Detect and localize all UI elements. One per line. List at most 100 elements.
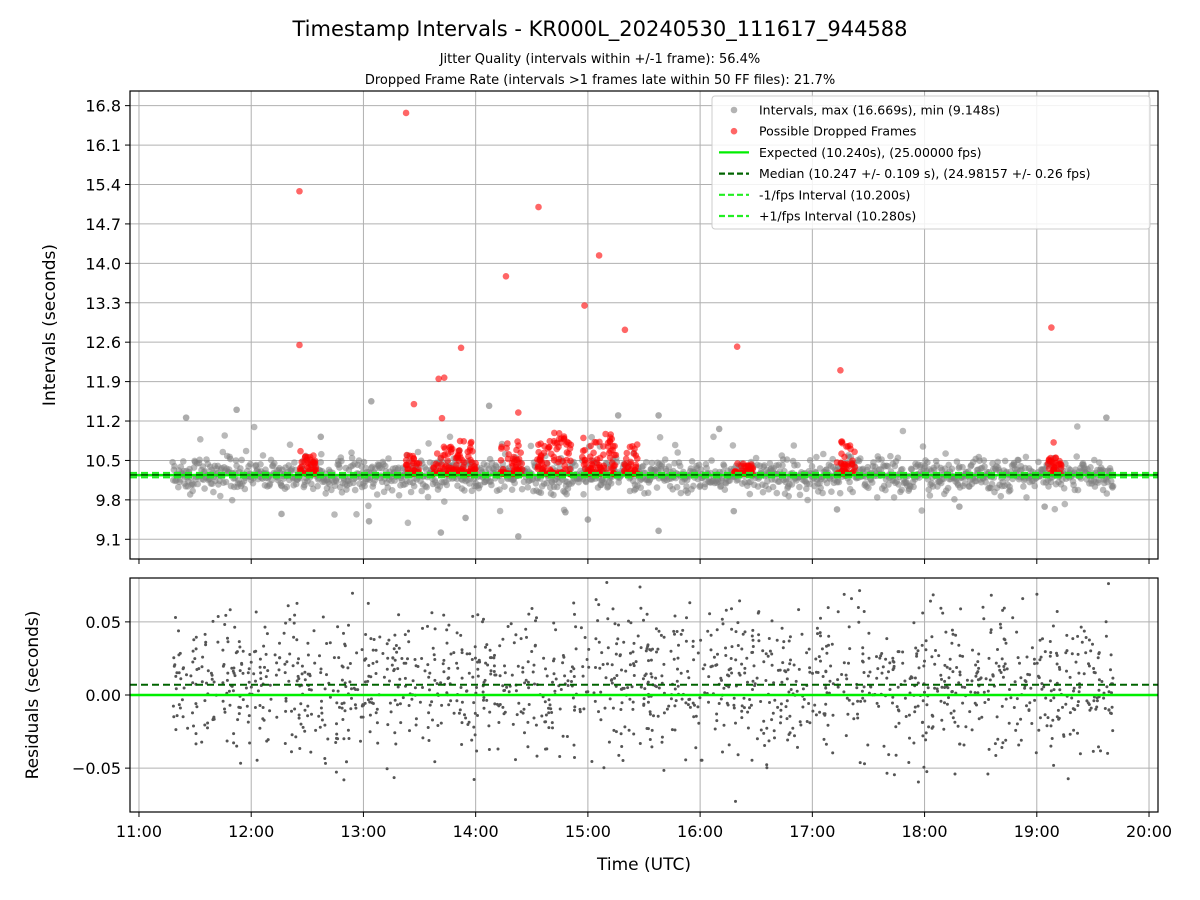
residual-point xyxy=(917,666,921,670)
residual-point xyxy=(225,678,229,682)
residual-point xyxy=(523,681,527,685)
residual-point xyxy=(550,711,554,714)
residual-point xyxy=(1109,668,1112,672)
residual-point xyxy=(503,671,507,675)
residual-point xyxy=(822,737,826,741)
residual-point xyxy=(736,753,740,757)
interval-point xyxy=(222,478,230,486)
residual-point xyxy=(639,646,643,650)
residual-point xyxy=(877,704,881,708)
residual-point xyxy=(970,679,974,683)
residual-point xyxy=(426,726,430,729)
residual-point xyxy=(1049,651,1053,654)
interval-point xyxy=(671,441,679,449)
interval-point xyxy=(425,440,432,447)
interval-point xyxy=(1103,414,1110,421)
residual-point xyxy=(971,648,974,652)
residual-point xyxy=(768,701,771,704)
residual-point xyxy=(484,645,487,649)
interval-point xyxy=(785,492,792,500)
residual-point xyxy=(459,633,463,637)
residual-point xyxy=(573,756,576,759)
residual-point xyxy=(940,685,944,689)
residual-point xyxy=(885,771,889,775)
residual-point xyxy=(930,655,934,659)
residual-point xyxy=(481,620,484,624)
residual-point xyxy=(957,681,961,685)
residual-point xyxy=(431,646,435,650)
dropped-frame-point xyxy=(468,459,475,466)
residual-point xyxy=(411,679,415,683)
interval-point xyxy=(887,452,894,460)
residual-point xyxy=(660,740,664,744)
residual-point xyxy=(721,750,724,754)
residual-point xyxy=(631,700,635,704)
residual-point xyxy=(734,658,738,662)
residual-point xyxy=(688,705,692,709)
interval-point xyxy=(466,480,473,487)
interval-point xyxy=(395,492,403,499)
interval-point xyxy=(1060,485,1068,492)
interval-point xyxy=(584,516,592,523)
residual-point xyxy=(492,664,496,668)
residual-point xyxy=(313,661,317,665)
residual-point xyxy=(730,607,733,611)
residual-point xyxy=(764,652,768,656)
residual-point xyxy=(211,619,215,623)
residual-point xyxy=(326,737,330,741)
residual-point xyxy=(390,663,394,667)
residual-point xyxy=(228,703,232,707)
residual-point xyxy=(726,673,729,677)
interval-point xyxy=(228,496,236,504)
residual-point xyxy=(569,669,573,673)
residual-point xyxy=(175,714,179,718)
residual-point xyxy=(269,697,273,701)
interval-point xyxy=(286,441,294,449)
residual-point xyxy=(860,689,864,693)
residual-point xyxy=(460,648,464,652)
residual-point xyxy=(740,662,744,666)
residual-point xyxy=(752,664,756,668)
residual-point xyxy=(388,679,391,683)
residual-point xyxy=(403,633,407,637)
interval-point xyxy=(759,488,767,496)
interval-point xyxy=(232,457,240,464)
residual-point xyxy=(611,706,615,710)
dropped-frame-point xyxy=(504,440,511,447)
legend-marker xyxy=(730,127,738,135)
residual-point xyxy=(1087,703,1091,706)
residual-point xyxy=(204,643,208,647)
residual-point xyxy=(996,737,1000,741)
residual-point xyxy=(799,723,803,727)
residual-point xyxy=(299,702,303,706)
interval-point xyxy=(1073,453,1080,460)
interval-point xyxy=(322,490,330,497)
residual-point xyxy=(707,700,710,704)
interval-point xyxy=(446,433,454,441)
residual-point xyxy=(561,654,565,657)
residual-point xyxy=(824,669,828,673)
residual-point xyxy=(732,696,736,700)
dropped-frame-point xyxy=(611,462,619,469)
residual-point xyxy=(789,658,792,662)
interval-point xyxy=(189,487,196,495)
residual-point xyxy=(400,657,404,660)
residual-point xyxy=(916,780,920,784)
residual-point xyxy=(776,668,780,672)
interval-point xyxy=(227,455,234,463)
residual-point xyxy=(645,727,649,730)
residual-point xyxy=(399,721,403,725)
interval-point xyxy=(637,484,644,492)
residual-point xyxy=(686,669,690,673)
residual-point xyxy=(1082,672,1086,676)
residual-point xyxy=(628,697,632,701)
residual-point xyxy=(1077,671,1081,675)
residual-point xyxy=(836,610,840,614)
residual-point xyxy=(743,666,747,670)
residual-point xyxy=(473,645,477,649)
interval-point xyxy=(708,457,715,464)
residual-point xyxy=(703,691,707,695)
residual-point xyxy=(736,621,740,625)
residual-point xyxy=(847,698,851,702)
residual-point xyxy=(1033,662,1036,666)
